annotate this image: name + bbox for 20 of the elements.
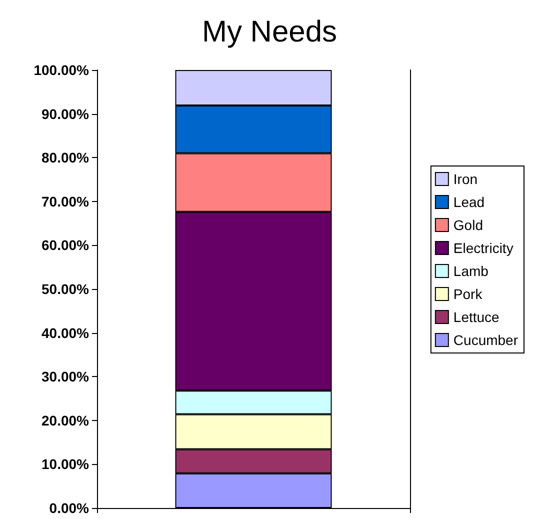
legend-label: Lamb — [453, 263, 489, 279]
y-tick-label: 30.00% — [42, 368, 90, 385]
y-tick-label: 40.00% — [42, 324, 90, 341]
y-tick-label: 60.00% — [42, 237, 90, 254]
y-tick-label: 20.00% — [42, 412, 90, 428]
legend-label: Electricity — [453, 240, 514, 256]
legend-label: Cucumber — [453, 332, 518, 348]
y-tick-label: 70.00% — [42, 193, 90, 210]
legend-label: Lead — [453, 194, 485, 210]
legend-label: Pork — [453, 286, 484, 302]
y-tick-label: 80.00% — [42, 150, 90, 166]
y-tick-label: 100.00% — [34, 62, 90, 78]
legend-label: Lettuce — [453, 309, 500, 325]
chart-title: My Needs — [202, 16, 338, 48]
y-tick-label: 10.00% — [42, 456, 90, 472]
y-tick-label: 90.00% — [42, 106, 90, 122]
y-tick-label: 50.00% — [42, 281, 90, 297]
legend-label: Gold — [453, 217, 483, 233]
y-tick-label: 0.00% — [49, 500, 90, 516]
legend-label: Iron — [453, 171, 478, 187]
